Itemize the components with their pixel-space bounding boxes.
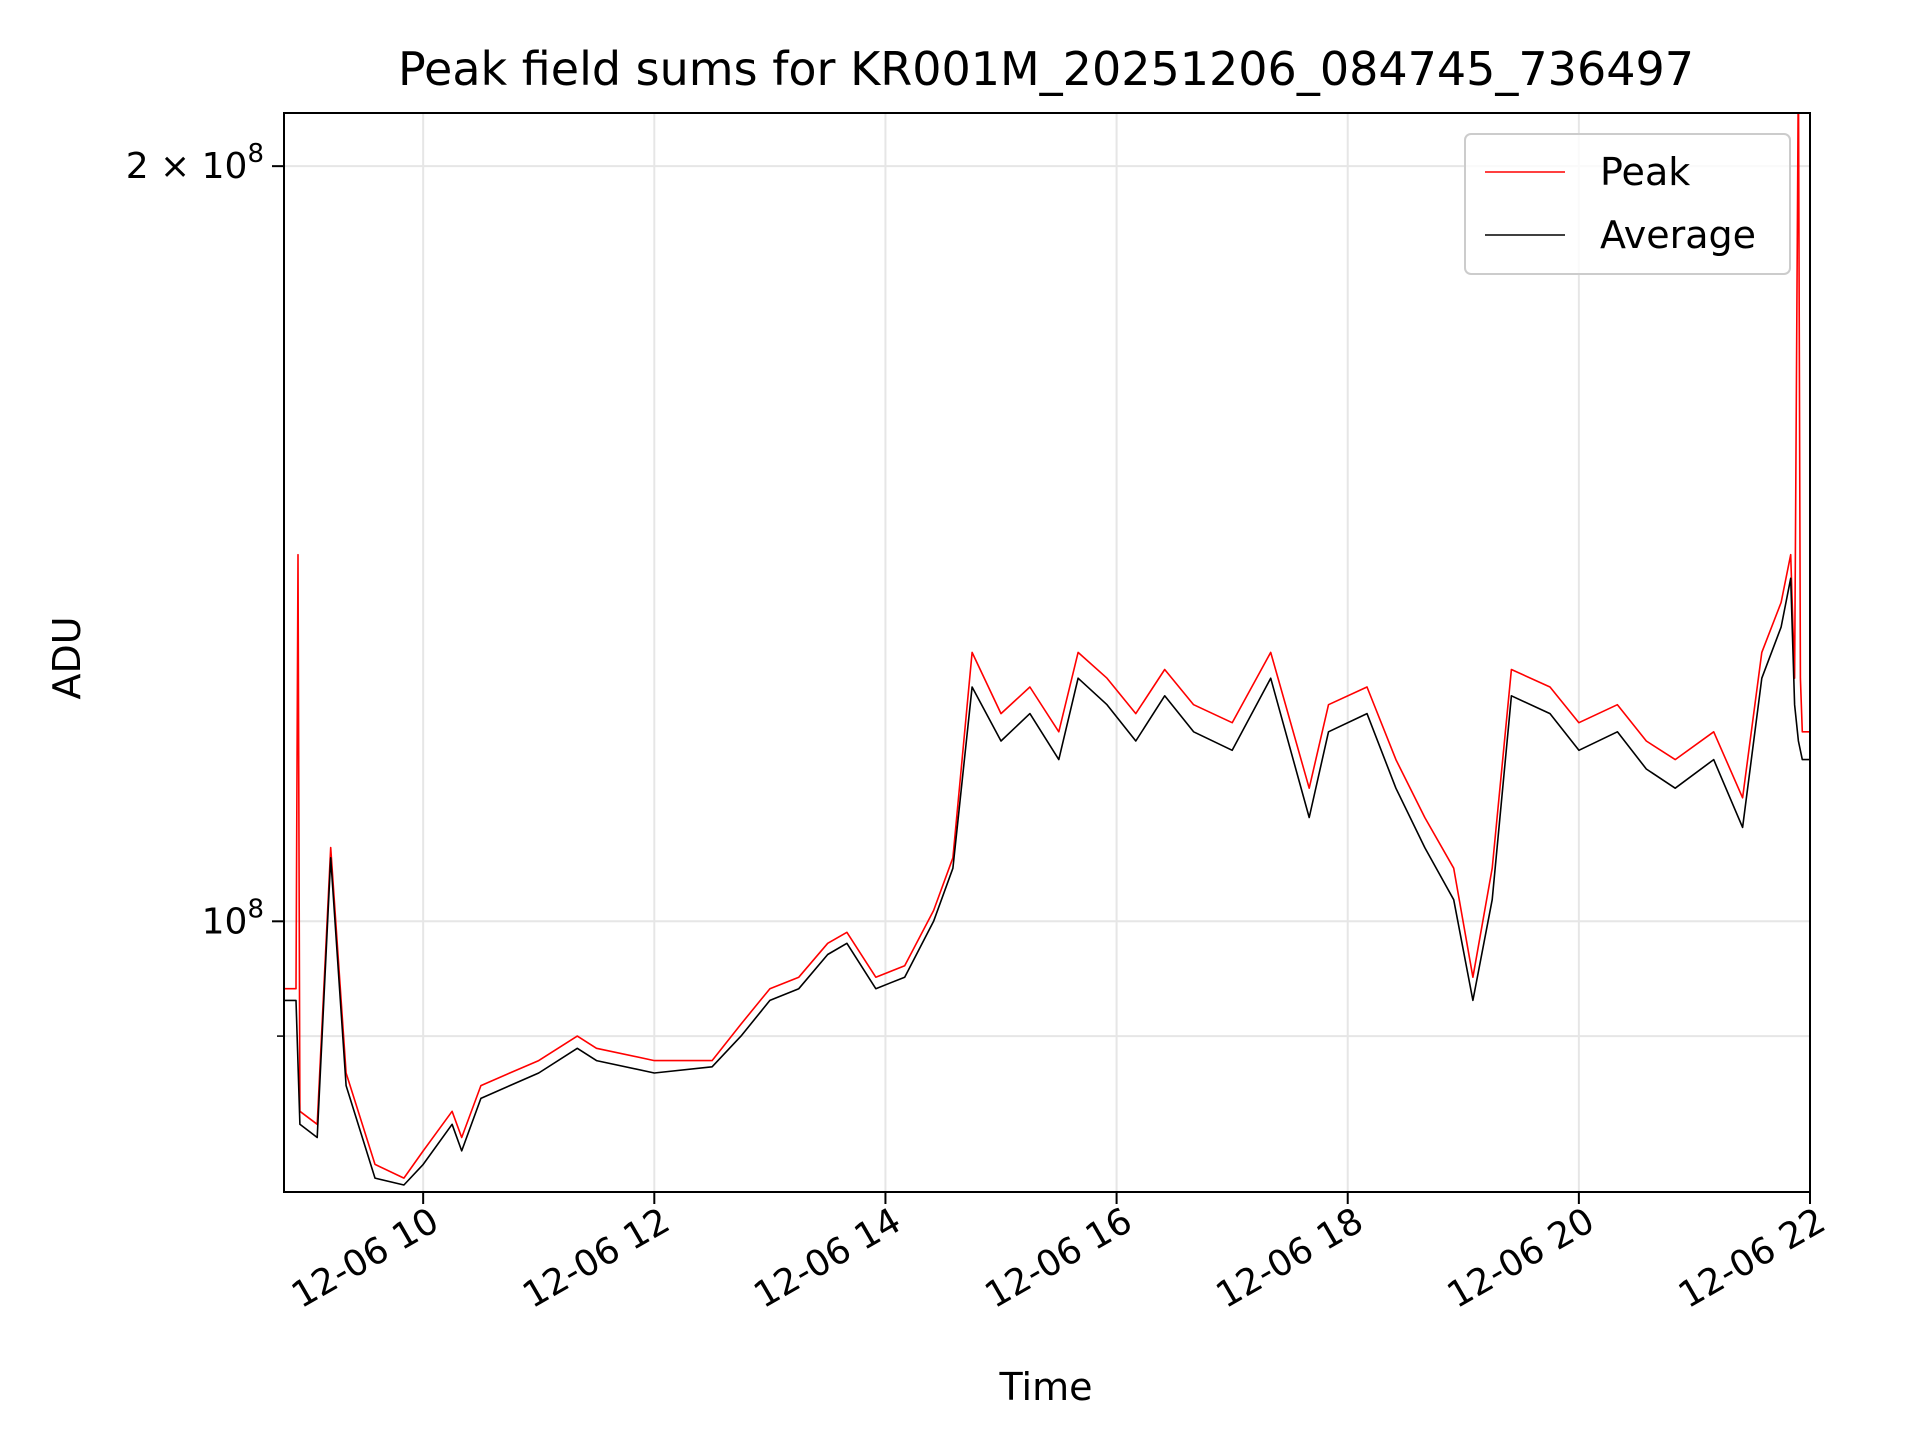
x-tick-label: 12-06 12 xyxy=(516,1200,677,1316)
x-tick-label: 12-06 16 xyxy=(978,1200,1139,1316)
x-tick-label: 12-06 10 xyxy=(285,1200,446,1316)
x-tick-label: 12-06 18 xyxy=(1210,1200,1371,1316)
plot-frame xyxy=(283,112,1811,1193)
y-axis-label: ADU xyxy=(45,616,89,699)
x-tick-label: 12-06 20 xyxy=(1441,1200,1602,1316)
series-layer xyxy=(284,113,1810,1186)
chart-title: Peak field sums for KR001M_20251206_0847… xyxy=(398,42,1694,96)
series-line-average xyxy=(284,577,1810,1186)
x-tick-label: 12-06 22 xyxy=(1672,1200,1833,1316)
x-axis-label: Time xyxy=(999,1365,1093,1409)
series-line-peak xyxy=(284,113,1810,1179)
y-tick-label: 108 xyxy=(202,894,264,942)
ticks: 12-06 10 12-06 12 12-06 14 12-06 16 12-06 18… xyxy=(126,139,1833,1317)
y-tick-label: 2 × 108 xyxy=(126,139,264,187)
x-tick-label: 12-06 14 xyxy=(747,1200,908,1316)
legend-box xyxy=(1464,133,1791,275)
legend-label-peak: Peak xyxy=(1600,150,1690,194)
legend-label-average: Average xyxy=(1600,213,1756,257)
legend: Peak Average xyxy=(1464,133,1791,275)
